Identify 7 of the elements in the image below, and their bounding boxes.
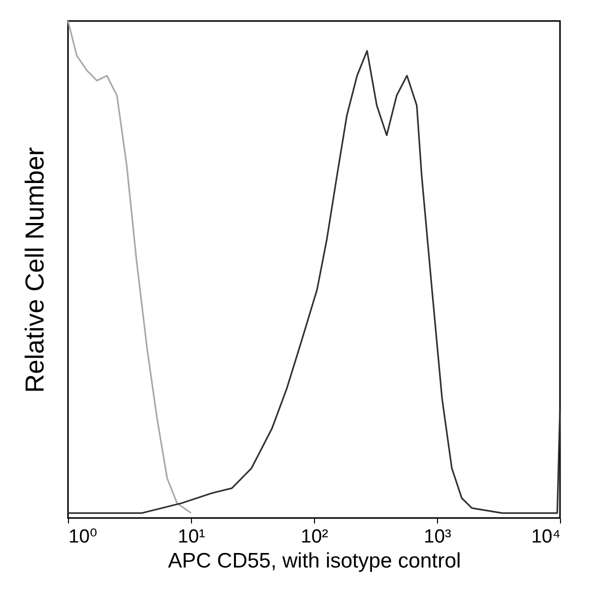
x-tick-label: 10⁴ [531,526,560,548]
x-axis-title: APC CD55, with isotype control [168,550,461,572]
y-axis-title: Relative Cell Number [20,146,50,393]
x-tick-label: 10² [300,526,328,548]
x-tick-label: 10³ [424,526,452,548]
x-tick-label: 10⁰ [68,526,98,548]
x-tick-label: 10¹ [178,526,206,548]
